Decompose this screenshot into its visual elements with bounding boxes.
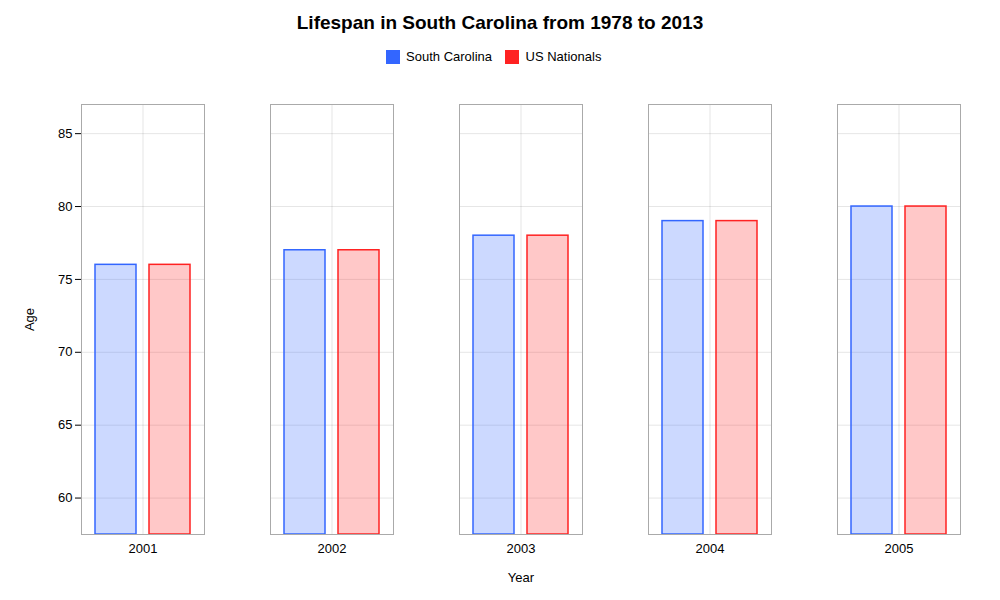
html-text:Lifespan in South Carolina fro: Lifespan in South Carolina from 1978 to … — [296, 12, 704, 33]
svg-text:Age: Age — [22, 307, 37, 330]
svg-text:2002: 2002 — [318, 540, 347, 555]
svg-text:2001: 2001 — [129, 540, 158, 555]
svg-text:80: 80 — [58, 198, 72, 213]
svg-text:70: 70 — [58, 344, 72, 359]
svg-text:2004: 2004 — [696, 540, 725, 555]
svg-text:85: 85 — [58, 125, 72, 140]
svg-text:2003: 2003 — [507, 540, 536, 555]
html-text:South Carolina: South Carolina — [406, 49, 493, 64]
svg-text:2005: 2005 — [885, 540, 914, 555]
svg-text:65: 65 — [58, 417, 72, 432]
svg-text:60: 60 — [58, 490, 72, 505]
svg-text:75: 75 — [58, 271, 72, 286]
html-text:US Nationals: US Nationals — [525, 49, 602, 64]
svg-text:Year: Year — [508, 569, 535, 584]
